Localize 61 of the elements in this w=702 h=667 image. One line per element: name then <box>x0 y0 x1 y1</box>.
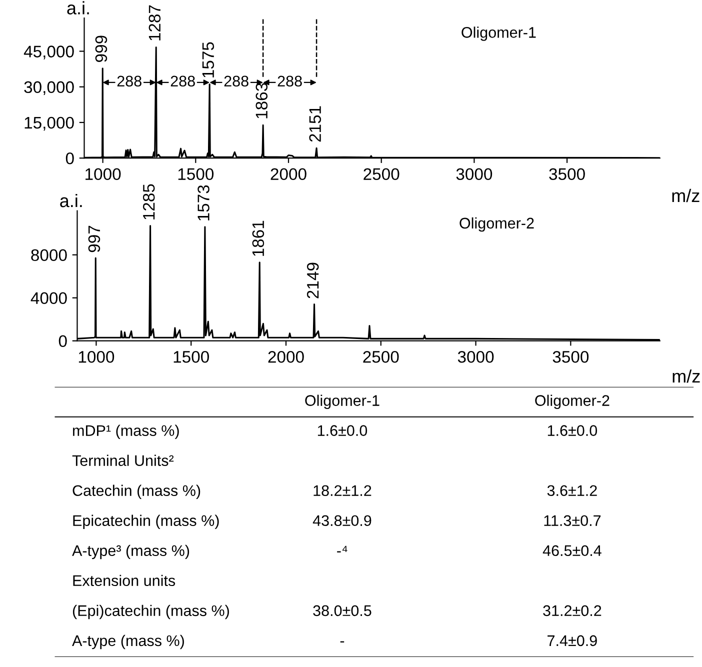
x-axis-title: m/z <box>672 188 700 202</box>
x-tick-label: 3500 <box>552 351 589 363</box>
annotation: 997 <box>88 226 100 252</box>
y-tick-label: 0 <box>66 152 74 164</box>
x-tick-label: 3500 <box>549 168 585 180</box>
y-axis-title: a.i. <box>67 1 89 14</box>
x-tick-label: 3000 <box>456 168 492 180</box>
annotation: 288 <box>170 76 195 87</box>
annotation: 1861 <box>252 220 264 256</box>
y-tick-label: 45,000 <box>24 46 74 60</box>
text: 1.6±0.0 <box>318 425 368 436</box>
x-tick-label: 2500 <box>363 351 399 363</box>
text: 18.2±1.2 <box>314 485 372 496</box>
text: -⁴ <box>337 546 348 552</box>
text: - <box>340 641 344 642</box>
y-tick-label: 4000 <box>30 292 67 304</box>
category-label: A-type (mass %) <box>72 634 184 650</box>
x-tick-label: 1000 <box>78 351 114 363</box>
x-axis-title: m/z <box>672 369 700 383</box>
text: 3.6±1.2 <box>547 485 597 496</box>
text: 7.4±0.9 <box>548 635 597 646</box>
category-label: mDP¹ (mass %) <box>73 424 179 439</box>
annotation: 288 <box>278 76 302 87</box>
category-label: A-type³ (mass %) <box>72 544 190 560</box>
y-axis-title: a.i. <box>60 194 82 208</box>
text: 1.6±0.0 <box>548 425 598 436</box>
category-label: Oligomer-1 <box>305 394 380 409</box>
annotation: 1575 <box>202 42 214 78</box>
x-tick-label: 1000 <box>86 168 121 180</box>
y-tick-label: 8000 <box>31 249 67 262</box>
category-label: Epicatechin (mass %) <box>73 514 219 530</box>
x-tick-label: 2000 <box>268 351 304 363</box>
category-label: Terminal Units² <box>72 454 174 466</box>
annotation: 1863 <box>256 83 268 118</box>
y-tick-label: 30,000 <box>24 81 74 96</box>
annotation: 288 <box>117 76 142 87</box>
annotation: 288 <box>224 76 248 87</box>
annotation: 1287 <box>148 5 161 40</box>
text: Oligomer-1 <box>462 26 536 41</box>
annotation: 2149 <box>306 262 319 298</box>
text: 11.3±0.7 <box>544 515 601 526</box>
y-tick-label: 0 <box>58 335 67 348</box>
annotation: 1573 <box>198 185 210 220</box>
annotation: 999 <box>95 36 108 62</box>
text: 31.2±0.2 <box>543 605 602 616</box>
text: 43.8±0.9 <box>312 515 372 526</box>
x-tick-label: 2000 <box>270 168 306 180</box>
x-tick-label: 3000 <box>458 351 494 363</box>
category-label: Catechin (mass %) <box>72 484 200 500</box>
category-label: Extension units <box>73 574 176 586</box>
x-tick-label: 2500 <box>364 168 400 180</box>
chart-title: Oligomer-2 <box>460 217 534 232</box>
x-tick-label: 1500 <box>174 351 209 363</box>
category-label: Oligomer-2 <box>535 394 610 409</box>
x-tick-label: 1500 <box>178 168 214 180</box>
category-label: (Epi)catechin (mass %) <box>72 604 229 620</box>
text: 38.0±0.5 <box>313 605 372 616</box>
text: 46.5±0.4 <box>542 545 602 556</box>
y-tick-label: 15,000 <box>24 116 74 131</box>
annotation: 1285 <box>142 184 155 220</box>
annotation: 2151 <box>309 106 322 142</box>
